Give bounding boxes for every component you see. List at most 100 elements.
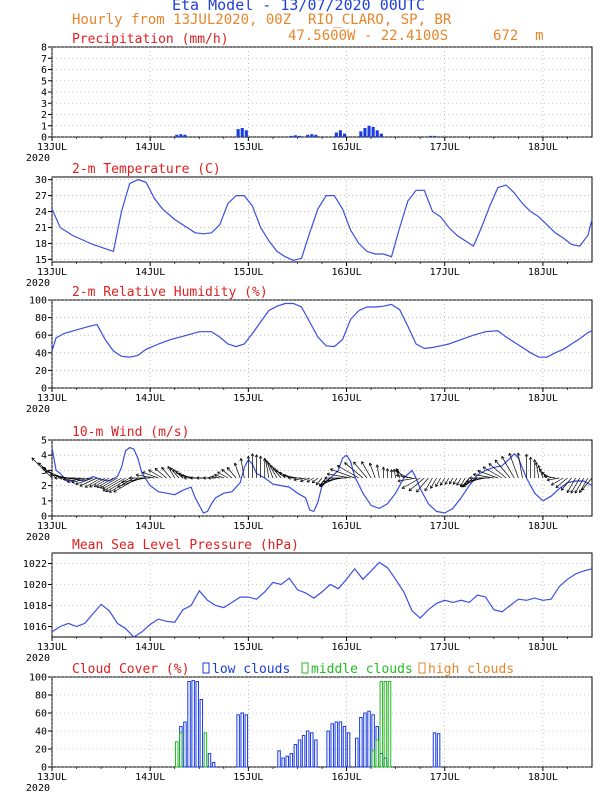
cloud-bar-low xyxy=(244,714,249,768)
wind-arrow-shaft xyxy=(435,477,441,487)
wind-arrow-shaft xyxy=(84,477,102,488)
wind-arrow-shaft xyxy=(169,467,180,479)
wind-arrow-head xyxy=(555,484,559,488)
panel-frame xyxy=(51,552,593,638)
cloud-bar-low xyxy=(187,681,191,768)
wind-arrow-head xyxy=(270,465,274,469)
wind-arrow-head xyxy=(258,455,263,459)
wind-arrow-head xyxy=(31,457,35,461)
precip-bar xyxy=(375,130,379,137)
cloud-bar-low xyxy=(367,710,371,768)
y-tick-label: 4 xyxy=(41,88,47,99)
wind-arrow-head xyxy=(79,483,83,487)
precip-bar xyxy=(240,128,244,137)
panel-1 xyxy=(48,46,593,141)
x-tick-label: 14JUL xyxy=(135,267,165,278)
x-tick-label: 15JUL xyxy=(233,642,263,653)
wind-arrow-shaft xyxy=(535,462,540,479)
chart-subtitle: Hourly from 13JUL2020, 00Z RIO_CLARO, SP… xyxy=(72,12,452,28)
wind-vectors xyxy=(31,452,593,494)
cloud-bar-low xyxy=(195,681,199,768)
wind-arrow-head xyxy=(54,476,58,480)
x-year-label: 2020 xyxy=(26,783,50,792)
wind-arrow-head xyxy=(397,479,401,483)
wind-arrow-shaft xyxy=(293,477,306,481)
x-year-label: 2020 xyxy=(26,278,50,289)
y-tick-label: 18 xyxy=(35,239,47,250)
series-line xyxy=(51,561,593,638)
wind-arrow-head xyxy=(71,480,75,484)
wind-arrow-head xyxy=(452,481,456,485)
wind-arrow-head xyxy=(63,477,67,482)
wind-arrow-head xyxy=(430,485,434,489)
y-tick-label: 21 xyxy=(35,223,47,234)
wind-arrow-shaft xyxy=(240,458,245,479)
cloud-bar-low xyxy=(301,735,306,768)
wind-arrow-head xyxy=(322,479,326,483)
wind-arrow-shaft xyxy=(555,477,568,488)
wind-arrow-head xyxy=(142,471,146,475)
wind-arrow-shaft xyxy=(66,477,85,482)
x-tick-label: 14JUL xyxy=(135,772,165,783)
wind-arrow-head xyxy=(221,468,225,473)
precip-bar xyxy=(289,135,293,137)
x-tick-label: 18JUL xyxy=(528,142,558,153)
wind-arrow-shaft xyxy=(322,477,343,482)
cloud-bar-low xyxy=(281,757,285,768)
wind-arrow-head xyxy=(324,476,328,480)
wind-arrow-head xyxy=(148,469,152,473)
wind-arrow-head xyxy=(41,467,46,471)
x-tick-label: 18JUL xyxy=(528,642,558,653)
precip-bar xyxy=(379,133,383,137)
wind-arrow-head xyxy=(464,481,468,485)
wind-arrow-head xyxy=(306,479,310,483)
wind-arrow-head xyxy=(96,484,100,488)
wind-arrow-head xyxy=(336,465,341,469)
wind-arrow-head xyxy=(102,488,107,492)
x-tick-label: 13JUL xyxy=(37,393,67,404)
cloud-bar-low xyxy=(236,714,240,768)
series-line xyxy=(51,302,593,358)
wind-arrow-head xyxy=(113,489,117,493)
wind-arrow-shaft xyxy=(517,452,523,479)
wind-arrow-head xyxy=(546,478,550,482)
precip-bar xyxy=(338,130,342,137)
wind-arrow-head xyxy=(135,473,140,477)
wind-arrow-shaft xyxy=(456,477,462,486)
wind-arrow-head xyxy=(396,473,400,478)
wind-arrow-head xyxy=(516,452,521,456)
wind-arrow-head xyxy=(202,476,206,480)
wind-arrow-head xyxy=(353,461,357,465)
wind-arrow-shaft xyxy=(326,473,351,479)
wind-arrow-head xyxy=(466,479,470,483)
wind-arrow-shaft xyxy=(102,477,122,490)
precip-bar xyxy=(363,128,367,137)
wind-arrow-head xyxy=(246,455,251,459)
wind-arrow-shaft xyxy=(566,477,576,493)
y-tick-label: 1 xyxy=(41,121,47,132)
x-tick-label: 15JUL xyxy=(233,772,263,783)
x-tick-label: 17JUL xyxy=(430,772,460,783)
y-tick-label: 0 xyxy=(41,512,47,523)
precip-bar xyxy=(175,134,179,137)
wind-arrow-shaft xyxy=(430,477,437,489)
wind-arrow-shaft xyxy=(579,477,589,493)
y-tick-label: 7 xyxy=(41,54,47,65)
x-tick-label: 17JUL xyxy=(430,642,460,653)
wind-arrow-head xyxy=(207,476,211,480)
wind-arrow-head xyxy=(381,466,386,470)
x-year-label: 2020 xyxy=(26,153,50,164)
x-tick-label: 16JUL xyxy=(331,772,361,783)
wind-arrow-head xyxy=(570,490,574,494)
precip-bar xyxy=(244,130,248,137)
wind-arrow-shaft xyxy=(501,456,515,479)
wind-arrow-head xyxy=(508,452,512,457)
y-tick-label: 1 xyxy=(41,496,47,507)
wind-arrow-head xyxy=(541,472,545,476)
x-tick-label: 13JUL xyxy=(37,642,67,653)
wind-arrow-head xyxy=(320,481,324,486)
wind-arrow-shaft xyxy=(408,477,425,492)
precip-bar xyxy=(297,135,302,137)
wind-arrow-head xyxy=(183,476,187,480)
